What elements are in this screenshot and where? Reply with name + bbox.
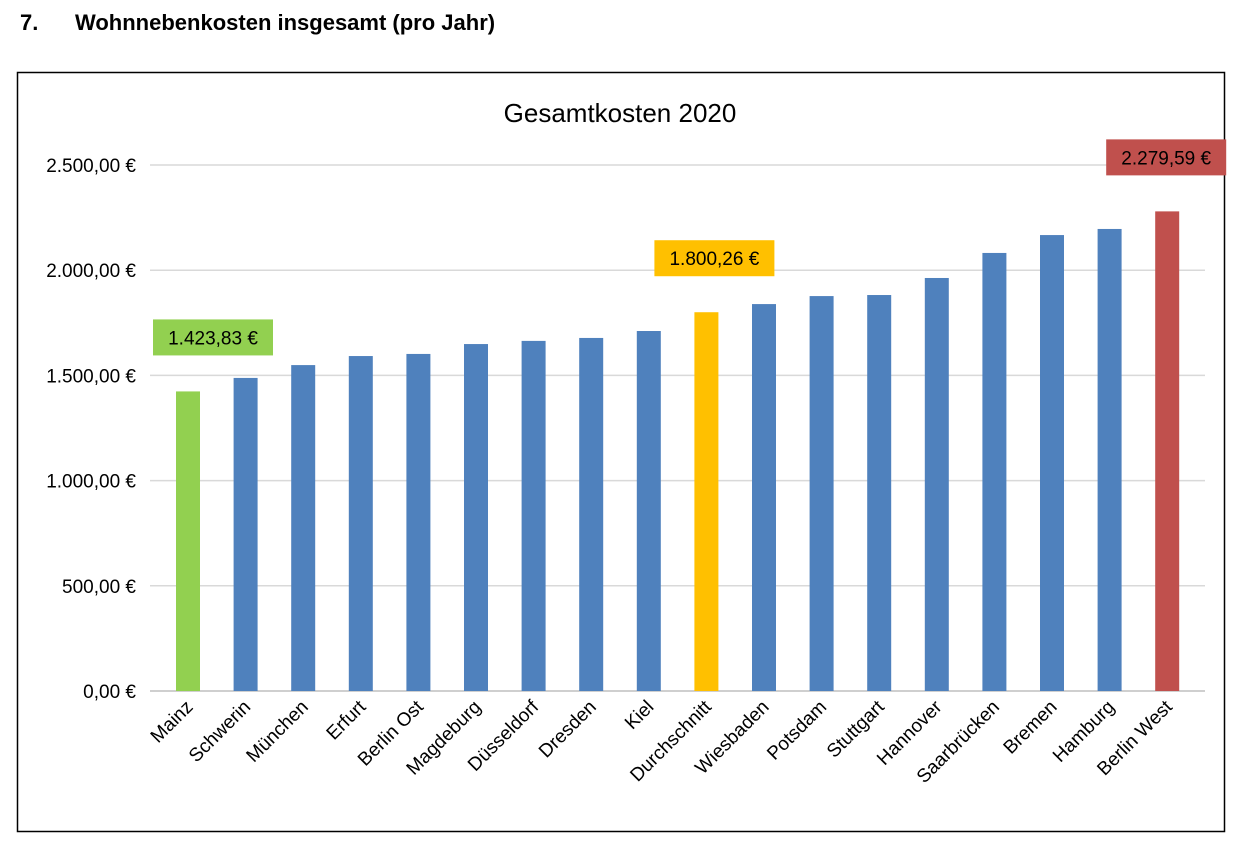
data-label-box	[654, 240, 775, 277]
x-tick-label: München	[243, 697, 313, 767]
section-title: Wohnnebenkosten insgesamt (pro Jahr)	[75, 10, 496, 35]
x-tick-label: Schwerin	[185, 697, 255, 767]
x-tick-label: Mainz	[147, 697, 198, 748]
y-tick-label: 500,00 €	[62, 577, 136, 598]
bar-mainz	[176, 391, 200, 691]
y-tick-label: 1.500,00 €	[46, 366, 136, 387]
y-tick-label: 2.500,00 €	[46, 156, 136, 177]
data-label-box	[1106, 139, 1227, 176]
data-label: 1.800,26 €	[669, 249, 759, 270]
data-label-box	[153, 319, 273, 356]
bar-hamburg	[1097, 228, 1122, 691]
section-number: 7.	[20, 10, 39, 35]
x-tick-label: Dresden	[535, 697, 601, 763]
bar-berlin-ost	[406, 353, 431, 691]
bar-hannover	[924, 277, 949, 691]
data-label: 1.423,83 €	[168, 328, 258, 349]
bar-magdeburg	[464, 344, 488, 691]
bar-durchschnitt	[694, 312, 719, 691]
data-label: 2.279,59 €	[1121, 148, 1211, 169]
y-tick-label: 1.000,00 €	[46, 472, 136, 493]
bar-düsseldorf	[521, 340, 546, 691]
bar-münchen	[291, 365, 316, 691]
y-tick-label: 2.000,00 €	[46, 261, 136, 282]
bar-stuttgart	[867, 295, 892, 691]
bar-dresden	[579, 337, 604, 691]
bar-berlin-west	[1155, 211, 1180, 691]
x-tick-label: Erfurt	[323, 696, 371, 744]
bar-erfurt	[348, 356, 373, 691]
bar-bremen	[1040, 235, 1064, 691]
bar-potsdam	[809, 296, 834, 691]
x-tick-label: Kiel	[621, 697, 658, 734]
bar-wiesbaden	[752, 304, 776, 691]
x-tick-label: Potsdam	[763, 697, 831, 765]
y-tick-label: 0,00 €	[83, 682, 136, 703]
bar-schwerin	[233, 377, 258, 691]
chart-border	[16, 71, 1226, 833]
bar-kiel	[636, 331, 661, 691]
section-heading: 7. Wohnnebenkosten insgesamt (pro Jahr)	[20, 10, 495, 36]
bar-saarbrücken	[982, 252, 1007, 691]
chart-title: Gesamtkosten 2020	[504, 98, 737, 128]
